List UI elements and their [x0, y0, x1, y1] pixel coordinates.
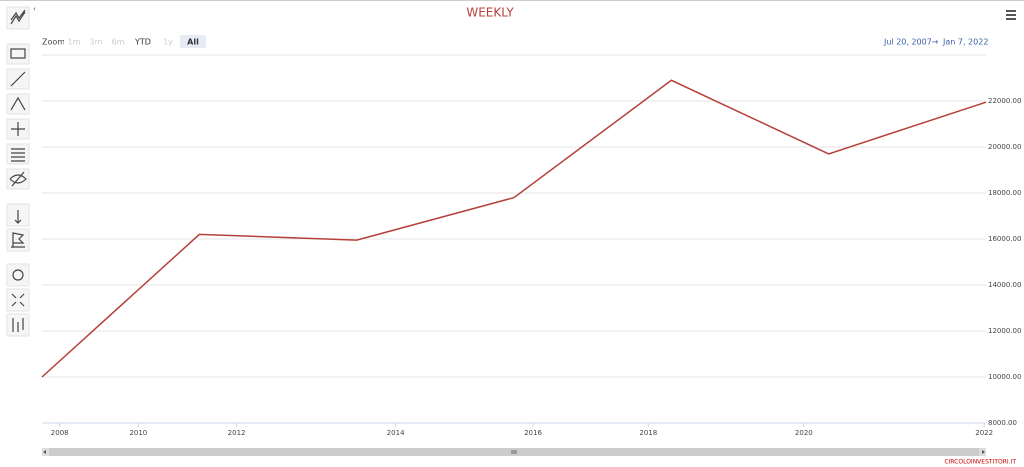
zoom-button-label[interactable]: 3m: [90, 38, 103, 47]
zoom-label: Zoom: [42, 38, 65, 47]
tool-icon: [9, 171, 27, 187]
line: [41, 79, 987, 378]
y-tick-label: 20000.00: [988, 143, 1021, 151]
zoom-button[interactable]: [158, 35, 178, 48]
tool-button[interactable]: [6, 93, 30, 115]
tool-icon: [10, 48, 26, 59]
y-tick-label: 22000.00: [988, 97, 1021, 105]
menu-icon[interactable]: [1006, 10, 1016, 20]
tool-button[interactable]: [6, 43, 30, 65]
x-tick-label: 2010: [129, 429, 147, 437]
tool-icon: [10, 9, 26, 25]
x-tick-label: 2014: [387, 429, 405, 437]
y-tick-label: 14000.00: [988, 281, 1021, 289]
tool-icon: [11, 148, 25, 162]
zoom-button[interactable]: [64, 35, 84, 48]
zoom-button-label[interactable]: All: [187, 38, 199, 47]
range-to[interactable]: Jan 7, 2022: [942, 38, 988, 47]
y-tick-label: 18000.00: [988, 189, 1021, 197]
x-tick-label: 2022: [975, 429, 993, 437]
zoom-button[interactable]: [108, 35, 128, 48]
zoom-button-label[interactable]: 1y: [163, 38, 173, 47]
zoom-button-label[interactable]: YTD: [134, 38, 151, 47]
tool-icon: [12, 318, 24, 332]
zoom-button[interactable]: [130, 35, 156, 48]
tool-icon: [11, 122, 25, 136]
scrollbar-grip: [511, 450, 517, 454]
tool-button[interactable]: [6, 263, 30, 287]
tool-button[interactable]: [6, 228, 30, 252]
menu-bar: [1006, 14, 1016, 16]
x-tick-label: 2012: [228, 429, 246, 437]
tool-icon: [10, 71, 26, 87]
tool-icon: [12, 269, 24, 281]
toolbar: ‹: [6, 5, 36, 337]
chart-title: WEEKLY: [466, 6, 514, 20]
x-tick-label: 2008: [51, 429, 69, 437]
x-tick-label: 2016: [524, 429, 542, 437]
menu-bar: [1006, 10, 1016, 12]
zoom-button-label[interactable]: 6m: [112, 38, 125, 47]
zoom-button[interactable]: [180, 35, 206, 48]
tool-icon: [14, 210, 22, 224]
tool-icon: [10, 96, 26, 111]
y-tick-label: 16000.00: [988, 235, 1021, 243]
tool-icon: [11, 232, 25, 248]
zoom-buttons: 1m 3m 6m YTD 1y All: [64, 35, 206, 48]
zoom-button[interactable]: [86, 35, 106, 48]
menu-bar: [1006, 18, 1016, 20]
credits[interactable]: CIRCOLOINVESTITORI.IT: [944, 459, 1016, 466]
y-tick-label: 12000.00: [988, 327, 1021, 335]
zoom-button-label[interactable]: 1m: [68, 38, 81, 47]
tool-icon: [11, 293, 25, 307]
range-separator: →: [932, 38, 939, 47]
tool-button[interactable]: [6, 6, 30, 30]
y-tick-label: 8000.00: [988, 419, 1017, 427]
navigator: [42, 448, 986, 456]
toolbar-collapse[interactable]: ‹: [33, 5, 36, 13]
y-tick-label: 10000.00: [988, 373, 1021, 381]
range-from[interactable]: Jul 20, 2007: [883, 38, 932, 47]
x-tick-label: 2018: [639, 429, 657, 437]
tool-button[interactable]: [6, 288, 30, 312]
x-tick-label: 2020: [795, 429, 813, 437]
